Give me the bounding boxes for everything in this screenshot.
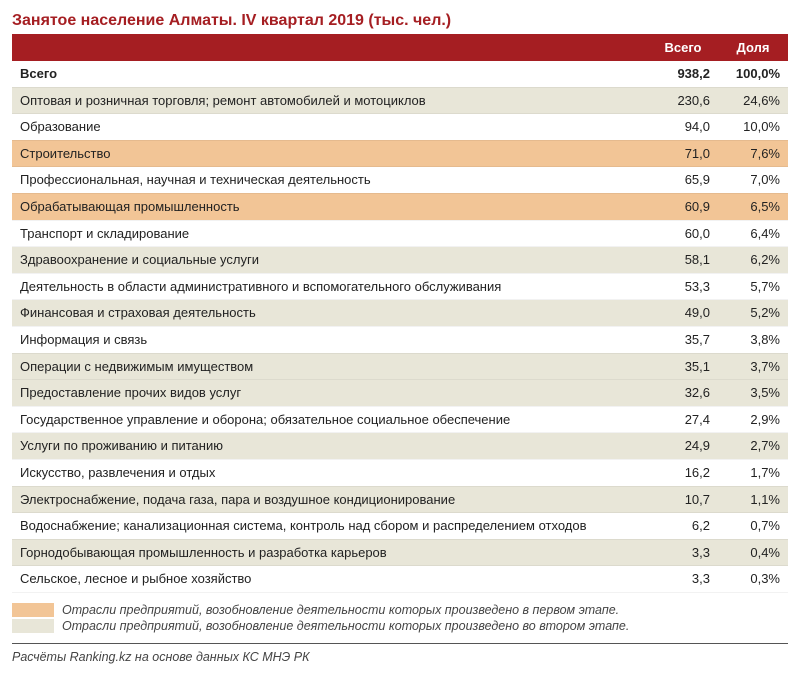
row-label: Информация и связь [12, 326, 648, 353]
row-label: Государственное управление и оборона; об… [12, 406, 648, 433]
row-label: Электроснабжение, подача газа, пара и во… [12, 486, 648, 513]
table-row: Здравоохранение и социальные услуги58,16… [12, 247, 788, 274]
table-row: Сельское, лесное и рыбное хозяйство3,30,… [12, 566, 788, 593]
row-share: 7,6% [718, 140, 788, 167]
row-share: 6,4% [718, 220, 788, 247]
legend-text-beige: Отрасли предприятий, возобновление деяте… [62, 619, 629, 633]
table-row: Обрабатывающая промышленность60,96,5% [12, 193, 788, 220]
row-total: 16,2 [648, 459, 718, 486]
row-total: 24,9 [648, 433, 718, 460]
row-label: Профессиональная, научная и техническая … [12, 167, 648, 194]
row-total: 58,1 [648, 247, 718, 274]
table-row: Операции с недвижимым имуществом35,13,7% [12, 353, 788, 380]
row-share: 0,7% [718, 513, 788, 540]
row-label: Предоставление прочих видов услуг [12, 380, 648, 407]
row-total: 32,6 [648, 380, 718, 407]
table-row: Искусство, развлечения и отдых16,21,7% [12, 459, 788, 486]
row-total: 60,0 [648, 220, 718, 247]
row-label: Операции с недвижимым имуществом [12, 353, 648, 380]
table-row: Государственное управление и оборона; об… [12, 406, 788, 433]
col-header-label [12, 34, 648, 61]
table-row: Водоснабжение; канализационная система, … [12, 513, 788, 540]
row-label: Искусство, развлечения и отдых [12, 459, 648, 486]
table-row: Строительство71,07,6% [12, 140, 788, 167]
legend-swatch-orange [12, 603, 54, 617]
row-label: Образование [12, 114, 648, 141]
legend-swatch-beige [12, 619, 54, 633]
total-value: 938,2 [648, 61, 718, 87]
legend-row-beige: Отрасли предприятий, возобновление деяте… [12, 619, 788, 633]
source-note: Расчёты Ranking.kz на основе данных КС М… [12, 650, 788, 664]
row-total: 60,9 [648, 193, 718, 220]
row-share: 3,8% [718, 326, 788, 353]
table-row: Услуги по проживанию и питанию24,92,7% [12, 433, 788, 460]
legend-row-orange: Отрасли предприятий, возобновление деяте… [12, 603, 788, 617]
row-label: Транспорт и складирование [12, 220, 648, 247]
row-total: 3,3 [648, 539, 718, 566]
row-total: 6,2 [648, 513, 718, 540]
table-row: Образование94,010,0% [12, 114, 788, 141]
row-share: 6,2% [718, 247, 788, 274]
row-total: 65,9 [648, 167, 718, 194]
legend: Отрасли предприятий, возобновление деяте… [12, 603, 788, 633]
table-row: Электроснабжение, подача газа, пара и во… [12, 486, 788, 513]
row-total: 53,3 [648, 273, 718, 300]
divider [12, 643, 788, 644]
row-share: 1,1% [718, 486, 788, 513]
row-share: 24,6% [718, 87, 788, 114]
table-row: Предоставление прочих видов услуг32,63,5… [12, 380, 788, 407]
row-label: Водоснабжение; канализационная система, … [12, 513, 648, 540]
table-row: Профессиональная, научная и техническая … [12, 167, 788, 194]
row-total: 49,0 [648, 300, 718, 327]
row-share: 6,5% [718, 193, 788, 220]
row-total: 230,6 [648, 87, 718, 114]
table-total-row: Всего 938,2 100,0% [12, 61, 788, 87]
row-share: 3,5% [718, 380, 788, 407]
row-share: 5,7% [718, 273, 788, 300]
row-total: 71,0 [648, 140, 718, 167]
col-header-share: Доля [718, 34, 788, 61]
employment-table: Всего Доля Всего 938,2 100,0% Оптовая и … [12, 34, 788, 593]
row-label: Деятельность в области административного… [12, 273, 648, 300]
row-share: 1,7% [718, 459, 788, 486]
row-total: 94,0 [648, 114, 718, 141]
total-share: 100,0% [718, 61, 788, 87]
row-label: Финансовая и страховая деятельность [12, 300, 648, 327]
row-share: 0,3% [718, 566, 788, 593]
row-share: 0,4% [718, 539, 788, 566]
row-label: Строительство [12, 140, 648, 167]
table-row: Горнодобывающая промышленность и разрабо… [12, 539, 788, 566]
row-total: 35,1 [648, 353, 718, 380]
table-row: Оптовая и розничная торговля; ремонт авт… [12, 87, 788, 114]
table-row: Финансовая и страховая деятельность49,05… [12, 300, 788, 327]
row-label: Здравоохранение и социальные услуги [12, 247, 648, 274]
page-title: Занятое население Алматы. IV квартал 201… [12, 12, 788, 30]
row-share: 5,2% [718, 300, 788, 327]
table-header-row: Всего Доля [12, 34, 788, 61]
row-label: Сельское, лесное и рыбное хозяйство [12, 566, 648, 593]
legend-text-orange: Отрасли предприятий, возобновление деяте… [62, 603, 619, 617]
row-total: 10,7 [648, 486, 718, 513]
row-label: Горнодобывающая промышленность и разрабо… [12, 539, 648, 566]
table-row: Транспорт и складирование60,06,4% [12, 220, 788, 247]
total-label: Всего [12, 61, 648, 87]
row-label: Оптовая и розничная торговля; ремонт авт… [12, 87, 648, 114]
table-row: Информация и связь35,73,8% [12, 326, 788, 353]
row-label: Обрабатывающая промышленность [12, 193, 648, 220]
table-row: Деятельность в области административного… [12, 273, 788, 300]
row-label: Услуги по проживанию и питанию [12, 433, 648, 460]
row-total: 3,3 [648, 566, 718, 593]
row-total: 27,4 [648, 406, 718, 433]
row-share: 2,7% [718, 433, 788, 460]
row-share: 7,0% [718, 167, 788, 194]
row-share: 2,9% [718, 406, 788, 433]
col-header-total: Всего [648, 34, 718, 61]
row-share: 10,0% [718, 114, 788, 141]
row-total: 35,7 [648, 326, 718, 353]
row-share: 3,7% [718, 353, 788, 380]
